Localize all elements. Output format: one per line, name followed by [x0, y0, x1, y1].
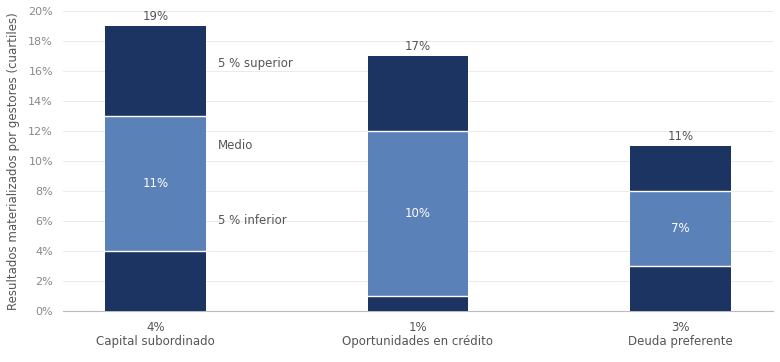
- Text: 11%: 11%: [142, 177, 168, 190]
- Text: 3%: 3%: [671, 321, 690, 334]
- Text: 10%: 10%: [405, 207, 431, 220]
- Text: 11%: 11%: [668, 130, 693, 143]
- Bar: [367, 56, 468, 131]
- Bar: [105, 26, 206, 116]
- Bar: [630, 266, 731, 311]
- Bar: [367, 131, 468, 295]
- Y-axis label: Resultados materializados por gestores (cuartiles): Resultados materializados por gestores (…: [7, 12, 20, 310]
- Text: 1%: 1%: [409, 321, 427, 334]
- Text: 19%: 19%: [142, 10, 168, 23]
- Bar: [630, 146, 731, 191]
- Bar: [630, 191, 731, 266]
- Text: 17%: 17%: [405, 40, 431, 53]
- Text: 7%: 7%: [671, 222, 690, 235]
- Bar: [367, 295, 468, 311]
- Bar: [105, 251, 206, 311]
- Text: 5 % inferior: 5 % inferior: [218, 214, 287, 227]
- Text: Medio: Medio: [218, 139, 254, 152]
- Text: 4%: 4%: [146, 321, 165, 334]
- Bar: [105, 116, 206, 251]
- Text: 5 % superior: 5 % superior: [218, 57, 292, 70]
